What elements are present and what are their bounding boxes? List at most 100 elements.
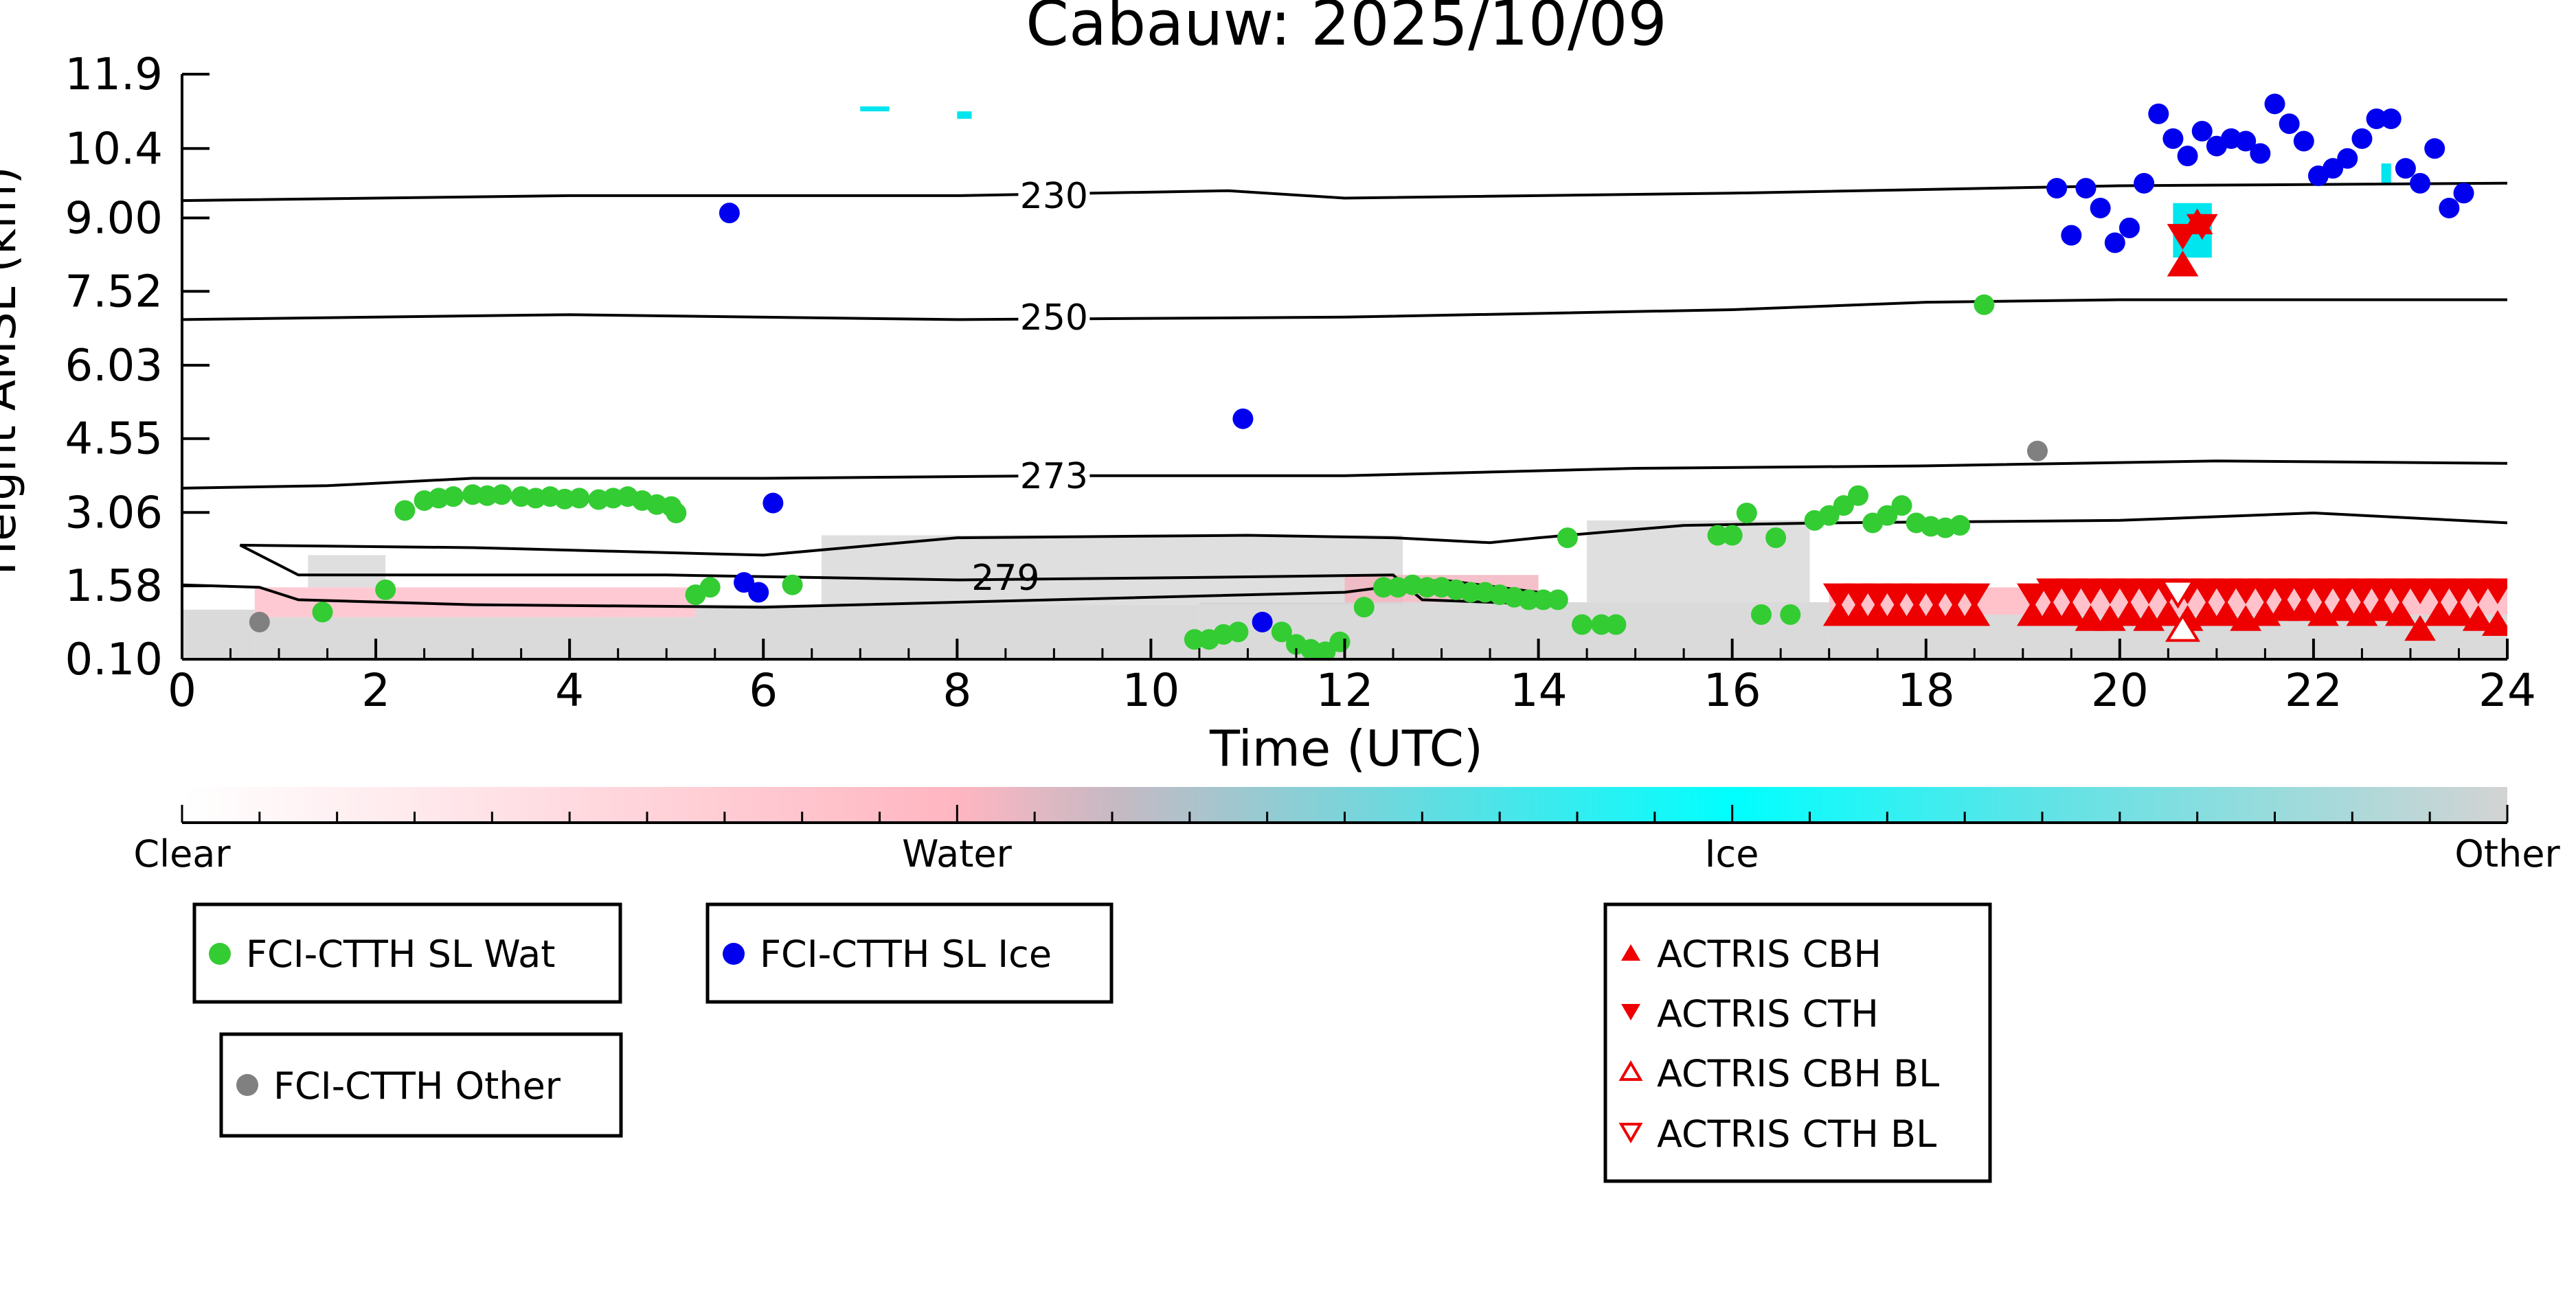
point-fci-ctth-sl-wat-32 [1329,631,1351,652]
point-actris-cth-34 [2186,214,2218,240]
point-actris-cth-25 [2346,578,2378,604]
point-fci-ctth-sl-wat-49 [1591,614,1612,635]
point-actris-cbh-26 [2365,595,2397,621]
point-actris-cbh-13 [2114,600,2145,626]
point-actris-cbh-2 [1862,600,1894,626]
contour-273 [182,459,2507,490]
x-tick-label-10: 10 [1122,664,1179,717]
legend-ice-marker [723,943,745,965]
legend-cth-bl-label: ACTRIS CTH BL [1657,1112,1936,1156]
colorbar-label-other: Other [2454,832,2560,876]
point-actris-cth-22 [2287,578,2320,604]
axes: 0 2 4 6 8 10 12 14 16 18 20 22 24 0.101.583.064.556.… [65,49,2536,717]
point-actris-cth-17 [2191,578,2223,604]
point-actris-cbh-1 [1842,600,1874,626]
point-fci-ctth-sl-wat-46 [1547,589,1568,610]
legend-wat-marker [209,943,231,965]
contour-label-273: 273 [1020,456,1088,497]
point-actris-cbh-bl-0 [2165,613,2201,642]
point-fci-ctth-sl-wat-23 [782,574,803,595]
legend-wat: FCI-CTTH SL Wat [192,902,622,1004]
contour-250 [182,298,2507,321]
contour-label-250: 250 [1020,297,1088,339]
point-fci-ctth-sl-wat-50 [1605,614,1627,635]
contour-label-279: 279 [971,558,1039,599]
point-fci-ctth-sl-wat-40 [1460,582,1481,603]
point-actris-cth-13 [2114,578,2145,604]
point-fci-ctth-sl-wat-5 [442,486,464,507]
y-tick-label-3.06: 3.06 [65,488,163,538]
x-tick-label-14: 14 [1510,664,1568,717]
point-fci-ctth-sl-wat-59 [1833,495,1854,516]
point-fci-ctth-sl-ice-21 [2264,93,2285,115]
legend-ice-label: FCI-CTTH SL Ice [760,933,1052,976]
colorbar-label-water: Water [902,832,1012,876]
point-actris-cbh-11 [2075,605,2107,631]
contour-230 [182,181,2507,203]
point-fci-ctth-sl-ice-2 [748,582,769,603]
point-actris-cbh-5 [1919,600,1952,626]
legend-actris: ACTRIS CBH ACTRIS CTH ACTRIS CBH BL ACTR… [1603,902,1992,1183]
legend-cth-marker [1621,1004,1640,1020]
point-actris-cth-0 [1822,583,1855,610]
colorbar: Clear Water Ice Other [133,787,2560,876]
y-tick-label-11.9: 11.9 [65,49,163,100]
point-fci-ctth-sl-wat-20 [666,503,687,523]
point-actris-cbh-31 [2462,605,2494,631]
y-tick-label-9.00: 9.00 [65,193,163,244]
point-fci-ctth-sl-wat-62 [1877,505,1898,526]
point-actris-cth-19 [2230,578,2262,604]
y-tick-label-10.4: 10.4 [65,124,163,174]
point-fci-ctth-sl-ice-29 [2380,108,2402,129]
point-actris-cbh-17 [2191,600,2223,626]
x-tick-label-20: 20 [2091,664,2149,717]
point-fci-ctth-sl-wat-68 [1974,294,1995,315]
point-fci-ctth-sl-ice-32 [2424,138,2445,159]
point-fci-ctth-sl-wat-44 [1518,589,1539,610]
point-actris-cth-14 [2133,578,2165,604]
point-actris-cbh-8 [2017,600,2048,626]
point-fci-ctth-sl-ice-19 [2235,130,2257,152]
point-actris-cbh-27 [2384,600,2417,626]
point-actris-cbh-6 [1939,600,1971,626]
point-actris-cth-11 [2075,578,2107,604]
y-axis-label: Height AMSL (km) [0,167,26,575]
point-fci-ctth-sl-wat-58 [1818,505,1840,526]
point-actris-cbh-29 [2424,600,2456,626]
point-actris-cbh-0 [1822,600,1855,626]
point-actris-cth-26 [2365,578,2397,604]
point-fci-ctth-sl-wat-33 [1353,597,1375,618]
x-tick-label-0: 0 [168,664,196,717]
point-fci-ctth-sl-wat-63 [1891,495,1912,516]
point-actris-cth-24 [2327,578,2359,604]
point-fci-ctth-sl-wat-51 [1707,525,1728,546]
point-fci-ctth-sl-wat-47 [1557,527,1578,549]
point-fci-ctth-sl-wat-2 [394,500,416,521]
colorbar-label-clear: Clear [133,832,231,876]
point-fci-ctth-sl-ice-15 [2177,146,2198,167]
data-points [249,93,2507,659]
point-fci-ctth-sl-wat-56 [1780,604,1801,626]
point-fci-ctth-sl-ice-3 [762,492,784,514]
point-actris-cth-29 [2424,578,2456,604]
point-fci-ctth-sl-wat-13 [569,488,590,509]
point-fci-ctth-sl-ice-14 [2162,128,2184,149]
point-actris-cbh-28 [2404,615,2436,641]
point-fci-ctth-sl-wat-60 [1848,485,1869,506]
point-fci-ctth-sl-ice-22 [2279,113,2300,135]
point-fci-ctth-sl-ice-5 [1252,611,1273,632]
point-actris-cth-32 [2482,578,2507,604]
legend-wat-label: FCI-CTTH SL Wat [246,933,555,976]
x-tick-label-22: 22 [2285,664,2342,717]
point-actris-cth-28 [2404,578,2436,604]
point-fci-ctth-sl-ice-23 [2293,130,2314,152]
point-actris-cbh-33 [2167,251,2199,277]
point-fci-ctth-sl-wat-1 [375,579,396,600]
point-fci-ctth-sl-ice-27 [2351,128,2373,149]
legend-ice: FCI-CTTH SL Ice [705,902,1114,1004]
point-fci-ctth-other-1 [2026,440,2048,461]
point-fci-ctth-sl-wat-27 [1228,621,1249,643]
point-actris-cbh-18 [2211,600,2242,626]
point-actris-cth-bl-0 [2160,580,2196,609]
